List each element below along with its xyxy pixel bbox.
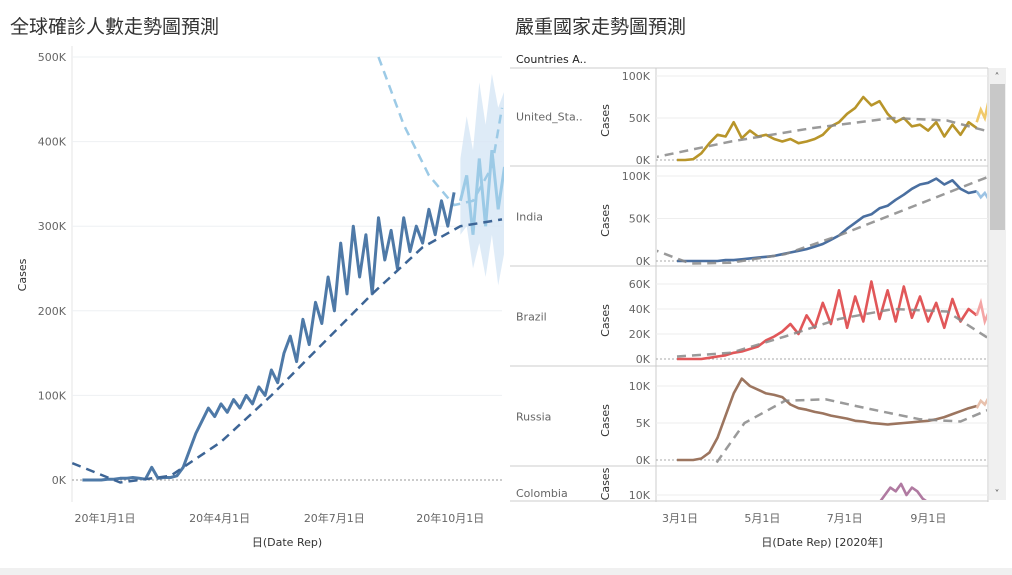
scrollbar-thumb[interactable]: [990, 84, 1005, 230]
cases-line: [677, 280, 978, 361]
y-tick-label: 10K: [629, 380, 651, 393]
forecast-line: [975, 297, 987, 326]
trend-line: [713, 398, 987, 465]
scroll-down-icon[interactable]: ˅: [995, 488, 1000, 500]
y-axis-title: Cases: [599, 304, 612, 337]
x-tick-label: 20年4月1日: [189, 511, 250, 525]
y-tick-label: 50K: [629, 112, 651, 125]
x-tick-label: 7月1日: [827, 512, 863, 525]
cases-line: [879, 482, 927, 500]
y-tick-label: 40K: [629, 303, 651, 316]
trend-line: [657, 175, 987, 265]
countries-column-header[interactable]: Countries A..: [516, 53, 587, 66]
forecast-line: [458, 149, 504, 235]
x-tick-label: 5月1日: [744, 512, 780, 525]
y-tick-label: 20K: [629, 328, 651, 341]
country-panel-russia[interactable]: Russia Cases 0K 5K 10K: [510, 377, 1001, 475]
trend-line: [676, 307, 987, 358]
y-tick-label: 0K: [52, 474, 67, 487]
x-tick-label: 20年10月1日: [416, 511, 484, 525]
countries-chart-title: 嚴重國家走勢圖預測: [515, 16, 687, 38]
scroll-up-icon[interactable]: ˄: [995, 71, 1000, 83]
actual-cases-line: [82, 192, 456, 482]
x-tick-label: 9月1日: [910, 512, 946, 525]
y-axis-title: Cases: [599, 467, 612, 500]
country-label: Colombia: [516, 487, 568, 500]
x-tick-label: 20年1月1日: [75, 511, 136, 525]
y-tick-label: 60K: [629, 278, 651, 291]
y-tick-label: 100K: [622, 70, 651, 83]
x-axis-title: 日(Date Rep): [252, 536, 322, 549]
country-panel-unitedsta[interactable]: United_Sta.. Cases 0K 50K 100K: [510, 70, 1001, 167]
y-tick-label: 10K: [629, 489, 651, 502]
country-label: Russia: [516, 411, 551, 424]
y-tick-label: 200K: [38, 305, 67, 318]
country-panel-colombia[interactable]: Colombia Cases 10K: [510, 467, 988, 502]
x-axis-title: 日(Date Rep) [2020年]: [761, 535, 882, 549]
y-tick-label: 0K: [636, 154, 651, 167]
y-tick-label: 0K: [636, 255, 651, 268]
y-tick-label: 400K: [38, 136, 67, 149]
trend-line: [657, 116, 987, 159]
y-tick-label: 500K: [38, 51, 67, 64]
y-tick-label: 100K: [622, 170, 651, 183]
x-tick-label: 3月1日: [662, 512, 698, 525]
y-tick-label: 5K: [636, 417, 651, 430]
footer-bar: [0, 568, 1012, 575]
trend-line: [72, 218, 503, 484]
x-tick-label: 20年7月1日: [304, 511, 365, 525]
y-tick-label: 0K: [636, 454, 651, 467]
country-panel-brazil[interactable]: Brazil Cases 0K 20K 40K 60K: [510, 278, 1001, 367]
y-axis-title: Cases: [16, 258, 29, 291]
y-tick-label: 0K: [636, 353, 651, 366]
y-tick-label: 100K: [38, 389, 67, 402]
cases-line: [677, 95, 978, 162]
y-tick-label: 50K: [629, 213, 651, 226]
global-plot: [72, 56, 504, 484]
forecast-line: [975, 102, 987, 123]
country-panel-india[interactable]: India Cases 0K 50K 100K: [510, 170, 1001, 268]
y-axis-title: Cases: [599, 404, 612, 437]
y-tick-label: 300K: [38, 220, 67, 233]
global-chart-title: 全球確診人數走勢圖預測: [10, 16, 220, 38]
forecast-line: [975, 190, 987, 200]
country-label: United_Sta..: [516, 111, 583, 124]
vertical-scrollbar[interactable]: ˄˅: [989, 68, 1006, 500]
country-label: India: [516, 211, 543, 224]
y-axis-title: Cases: [599, 104, 612, 137]
cases-line: [677, 177, 977, 263]
cases-line: [677, 377, 978, 462]
forecast-line: [975, 397, 987, 409]
y-axis-title: Cases: [599, 204, 612, 237]
country-label: Brazil: [516, 311, 547, 324]
